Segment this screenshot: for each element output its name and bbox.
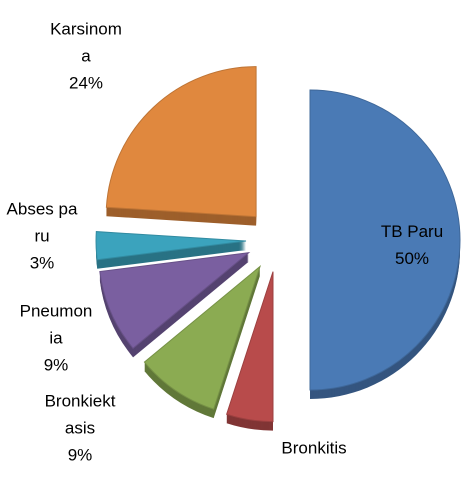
slice (95, 231, 247, 261)
slice-label: Pneumonia 9% (18, 298, 94, 379)
category-name: Pneumonia (19, 301, 93, 348)
value-label: 50% (394, 249, 430, 268)
value-label: 24% (68, 73, 104, 93)
category-name: Bronkiektasis (44, 391, 116, 438)
category-name: Abses paru (6, 199, 78, 246)
value-label: 3% (29, 253, 55, 273)
slice (226, 271, 274, 423)
category-name: Karsinoma (50, 19, 122, 66)
value-label: 9% (43, 355, 69, 375)
slice (309, 89, 461, 391)
slice-label: TB Paru 50% (374, 218, 450, 272)
slice-label: Bronkiektasis 9% (42, 388, 118, 469)
slice (143, 264, 262, 410)
slice-label: Abses paru 3% (4, 196, 80, 277)
category-name: TB Paru (380, 222, 444, 241)
category-name: Bronkitis (281, 438, 347, 458)
slice-label: Karsinoma 24% (48, 16, 124, 97)
slice-label: Bronkitis (276, 435, 352, 462)
value-label: 9% (67, 445, 93, 465)
slice (105, 66, 257, 218)
slice (99, 251, 251, 350)
